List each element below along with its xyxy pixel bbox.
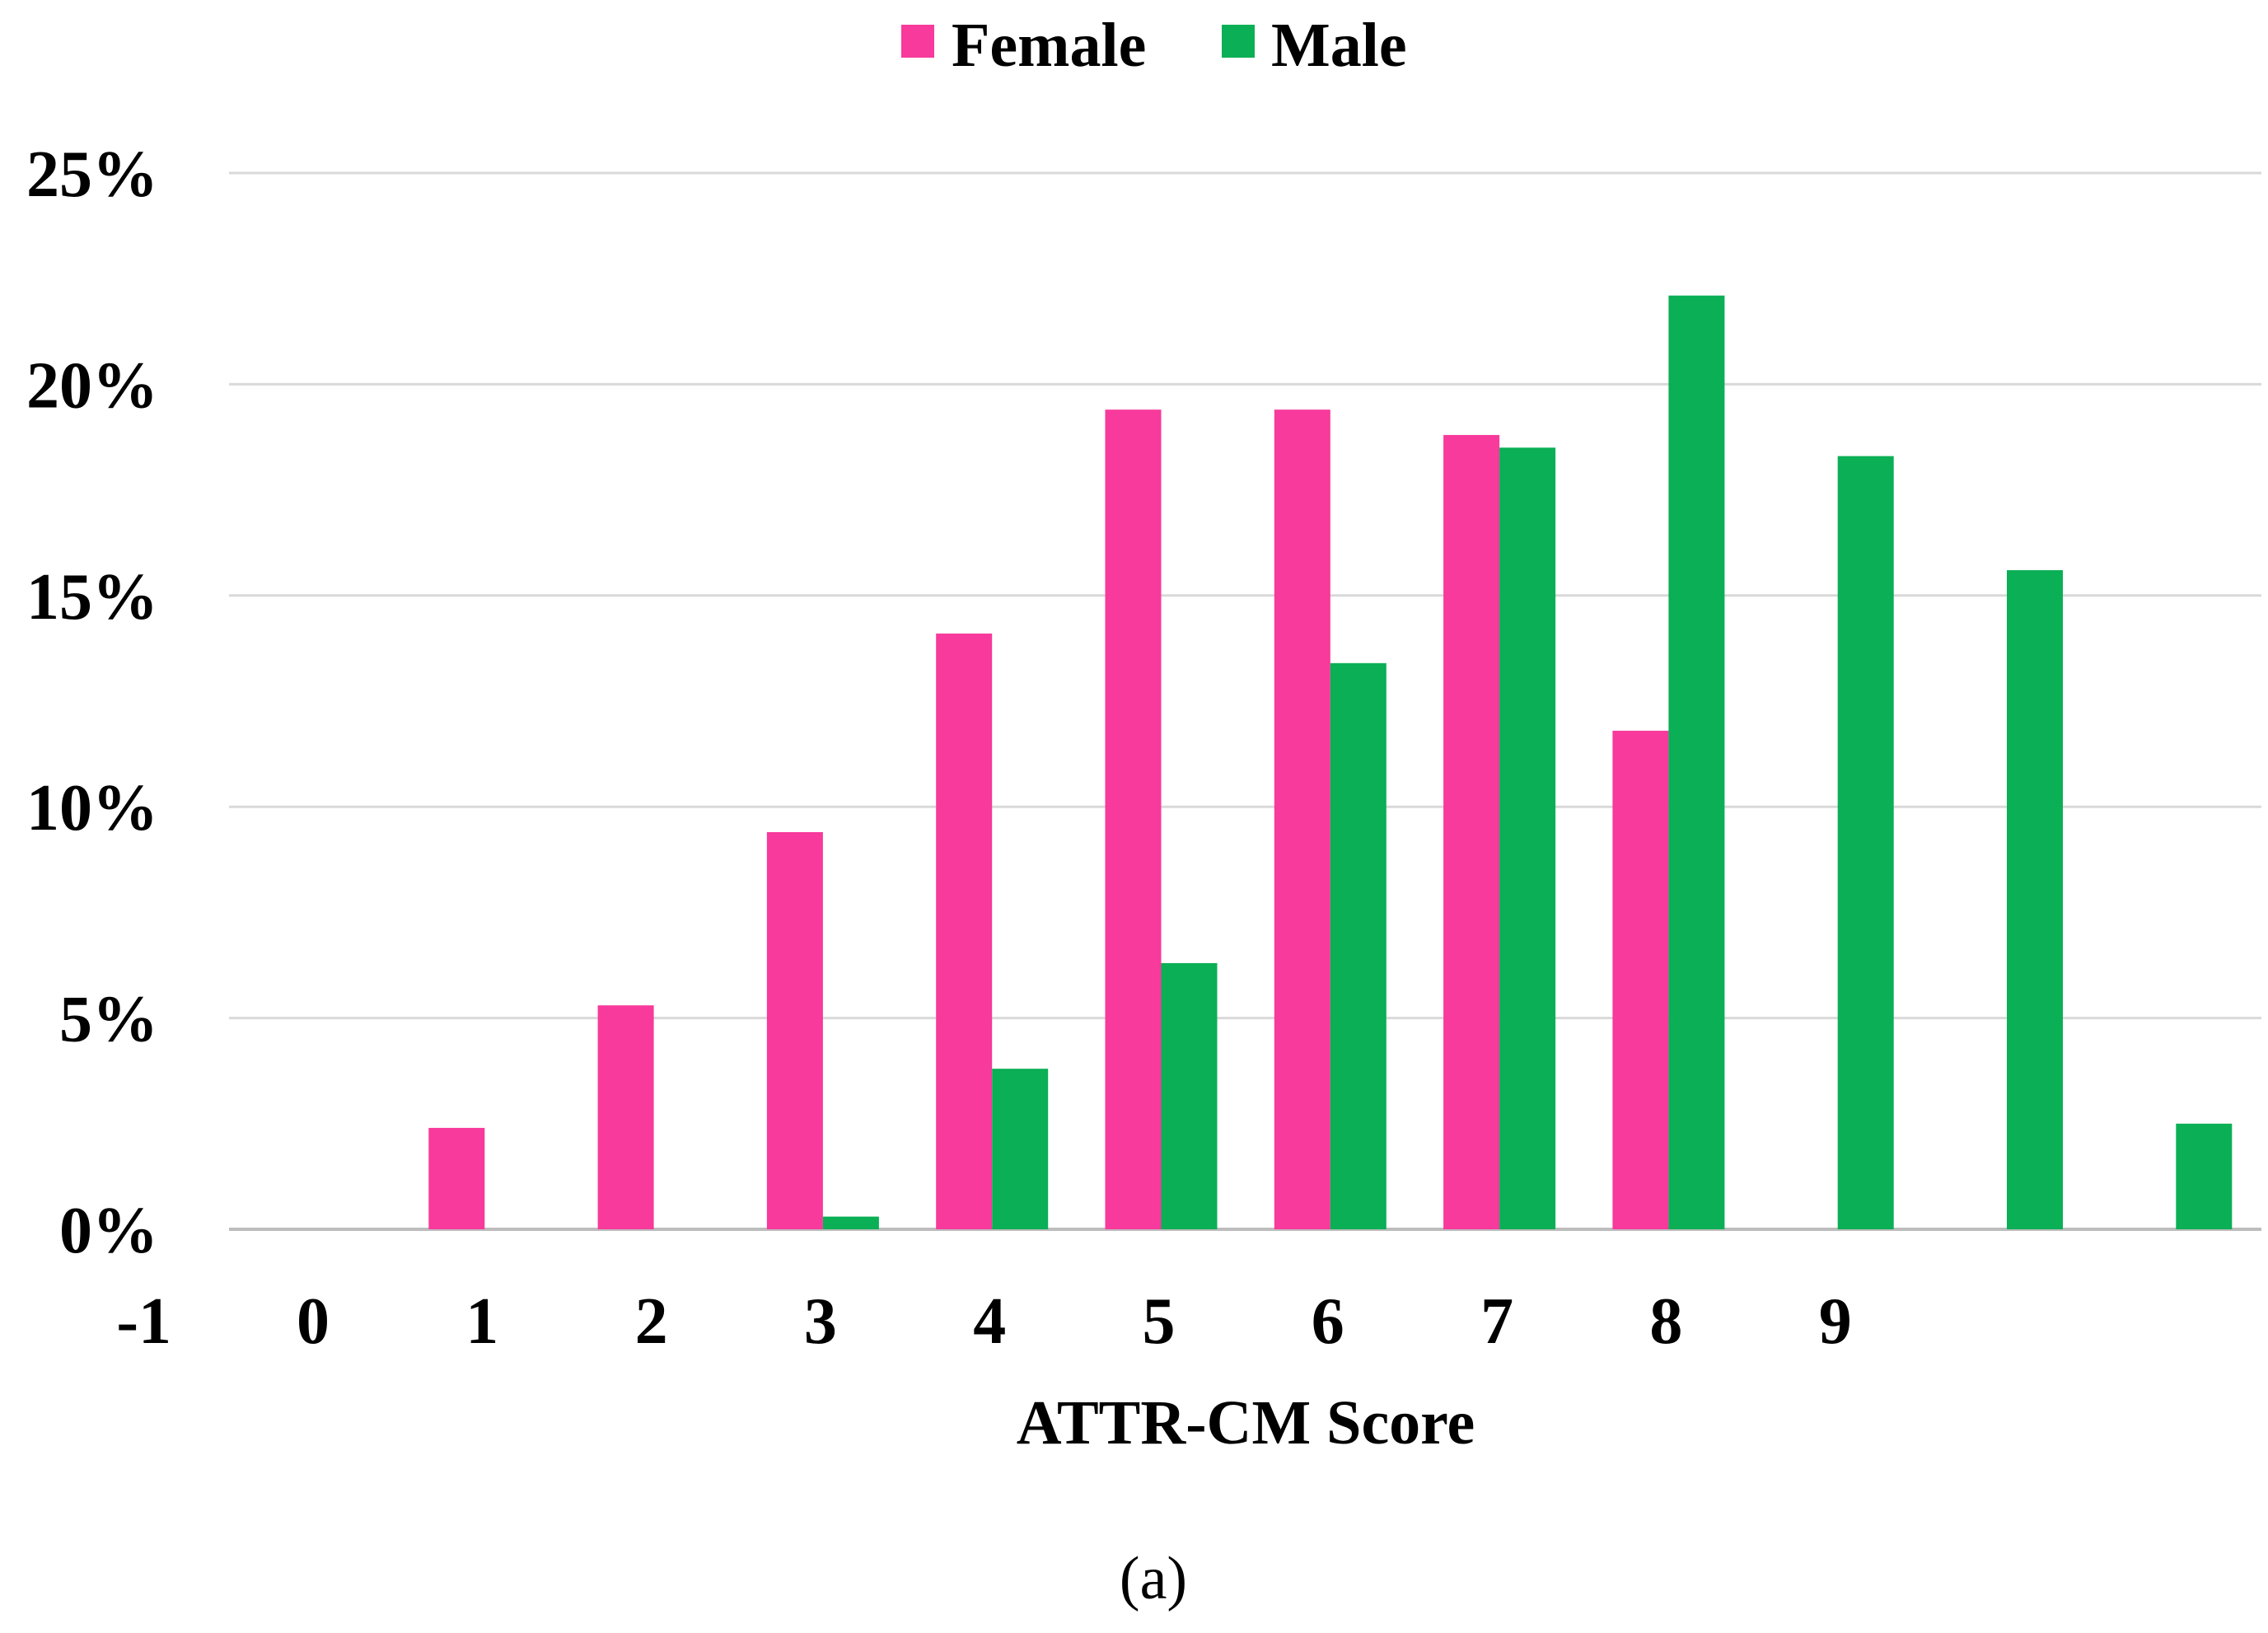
bar-female-7 [1612, 730, 1669, 1229]
legend-swatch-male [1222, 25, 1255, 58]
y-tick-label: 25% [26, 138, 158, 211]
bar-male-3 [992, 1069, 1049, 1229]
x-tick-label: 5 [1143, 1285, 1176, 1358]
x-tick-label: 2 [635, 1285, 668, 1358]
bar-male-6 [1499, 447, 1556, 1229]
y-tick-label: 5% [59, 984, 158, 1056]
x-tick-label: 0 [297, 1285, 330, 1358]
y-tick-label: 10% [26, 772, 158, 845]
y-tick-label: 15% [26, 561, 158, 634]
x-axis: -1 0 1 2 3 4 5 6 7 8 9 [116, 1285, 1851, 1358]
bar-male-8 [1837, 456, 1894, 1229]
bar-female-5 [1274, 409, 1330, 1230]
figure-caption: (a) [1120, 1545, 1187, 1612]
bar-male-2 [822, 1216, 879, 1229]
bar-male-5 [1330, 662, 1387, 1229]
x-tick-label: 8 [1649, 1285, 1682, 1358]
bar-male-9 [2007, 570, 2063, 1229]
x-tick-label: 9 [1819, 1285, 1852, 1358]
bar-female-1 [597, 1005, 654, 1229]
x-tick-label: 4 [973, 1285, 1006, 1358]
legend: Female Male [901, 11, 1407, 80]
x-tick-label: 6 [1312, 1285, 1344, 1358]
bar-female-0 [428, 1127, 485, 1229]
bar-male-7 [1668, 295, 1725, 1229]
y-tick-label: 0% [59, 1195, 158, 1267]
legend-label-female: Female [952, 11, 1146, 80]
x-tick-label: 1 [465, 1285, 498, 1358]
bar-female-2 [766, 831, 823, 1229]
legend-label-male: Male [1271, 11, 1407, 80]
x-axis-title: ATTR-CM Score [1017, 1388, 1475, 1458]
y-axis: 0% 5% 10% 15% 20% 25% [26, 138, 158, 1267]
bar-male-extra [2176, 1123, 2233, 1229]
bar-male-4 [1161, 962, 1218, 1229]
x-tick-label: 7 [1480, 1285, 1513, 1358]
bar-female-4 [1105, 409, 1162, 1230]
bar-female-6 [1443, 434, 1500, 1229]
x-tick-label: -1 [116, 1285, 171, 1358]
gridlines [229, 171, 2261, 1231]
y-tick-label: 20% [26, 349, 158, 422]
x-tick-label: 3 [804, 1285, 837, 1358]
legend-swatch-female [901, 25, 934, 58]
bars [428, 295, 2233, 1230]
bar-female-3 [936, 633, 993, 1229]
